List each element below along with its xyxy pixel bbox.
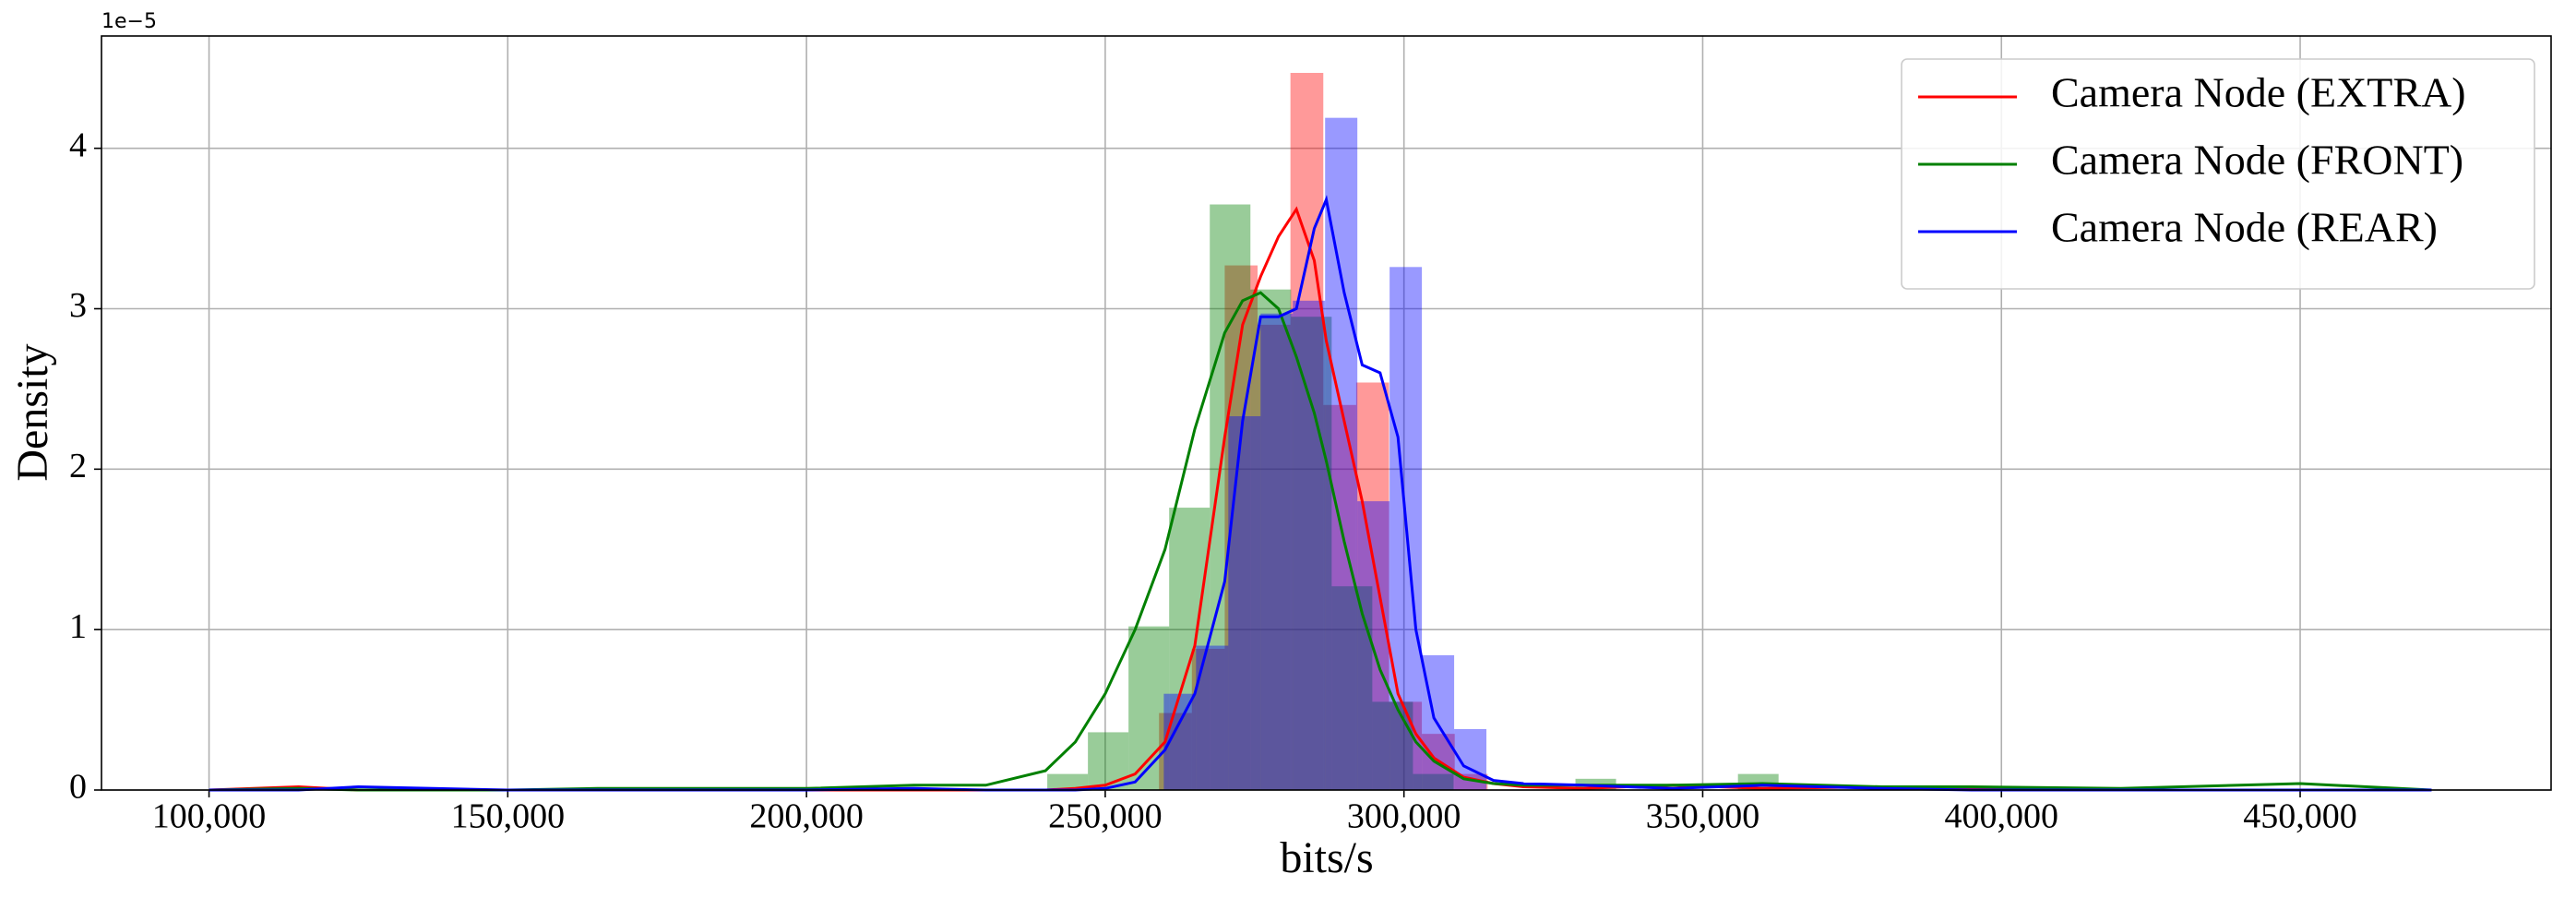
x-tick-label: 400,000	[1944, 797, 2058, 836]
x-tick-label: 300,000	[1347, 797, 1461, 836]
histogram-bar	[1260, 313, 1294, 790]
y-offset-label: 1e−5	[101, 10, 157, 33]
histogram-bar	[1291, 317, 1332, 790]
x-tick-label: 150,000	[451, 797, 566, 836]
histogram-bar	[1258, 324, 1291, 790]
histogram-bar	[1169, 508, 1210, 790]
histogram-bar	[1372, 701, 1413, 790]
y-axis-label: Density	[8, 343, 57, 481]
legend-label: Camera Node (FRONT)	[2051, 137, 2463, 184]
histogram-bar	[1228, 415, 1261, 790]
histogram-bar	[1389, 701, 1423, 790]
histogram-bar	[1413, 773, 1454, 790]
histogram-bar	[1355, 382, 1389, 790]
y-tick-label: 2	[69, 447, 87, 485]
x-tick-label: 200,000	[749, 797, 864, 836]
histogram-bar	[1293, 300, 1326, 790]
y-tick-label: 3	[69, 286, 87, 325]
histogram-bar	[1191, 649, 1225, 790]
x-tick-label: 350,000	[1646, 797, 1760, 836]
kde-line	[209, 195, 2432, 792]
x-tick-label: 450,000	[2243, 797, 2357, 836]
x-tick-label: 250,000	[1048, 797, 1163, 836]
legend-box	[1901, 58, 2535, 290]
x-tick-label: 100,000	[152, 797, 267, 836]
histogram-bar	[1047, 773, 1089, 790]
y-tick-label: 4	[69, 126, 87, 164]
y-tick-label: 1	[69, 607, 87, 646]
y-tick-label: 0	[69, 768, 87, 807]
kde-line	[209, 291, 2432, 792]
x-axis-label: bits/s	[1280, 833, 1373, 882]
legend-label: Camera Node (REAR)	[2051, 204, 2438, 251]
legend-label: Camera Node (EXTRA)	[2051, 69, 2466, 116]
histogram-bar	[1088, 732, 1129, 790]
histogram-bar	[1250, 289, 1292, 790]
plot-frame	[101, 35, 2552, 791]
histogram-bar	[1128, 626, 1170, 790]
